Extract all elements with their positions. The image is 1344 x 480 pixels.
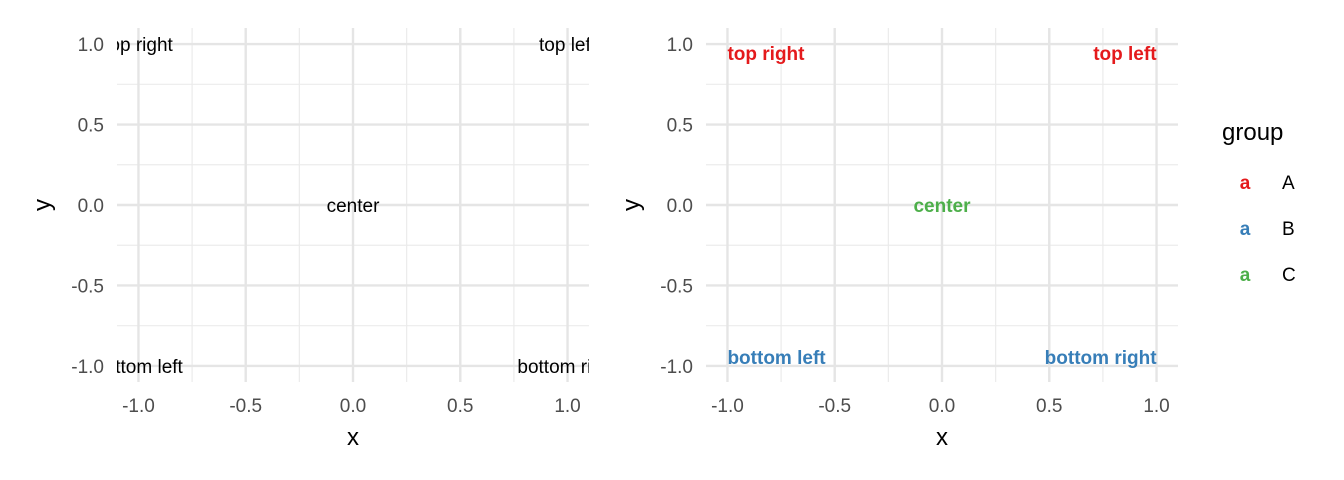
legend-key: a xyxy=(1240,173,1251,194)
y-tick-label: -1.0 xyxy=(71,357,104,378)
point-label: top left xyxy=(1093,44,1157,65)
point-label: bottom left xyxy=(94,357,183,378)
point-label: bottom right xyxy=(1045,348,1158,369)
legend-label: A xyxy=(1282,173,1295,194)
panel-1-plot-area: top right top left center bottom left bottom… xyxy=(94,28,618,382)
x-tick-label: 0.0 xyxy=(929,396,955,417)
panel-1-text-labels: top right top left center bottom left bottom… xyxy=(94,35,618,378)
legend-key: a xyxy=(1240,219,1251,240)
panel-2-text-labels: top right top left center bottom left bottom… xyxy=(727,44,1157,369)
x-tick-label: 1.0 xyxy=(1143,396,1169,417)
panel-2-x-tick-labels: -1.0 -0.5 0.0 0.5 1.0 xyxy=(711,396,1170,417)
y-tick-label: 0.5 xyxy=(78,116,104,137)
legend-label: C xyxy=(1282,265,1296,286)
y-tick-label: -1.0 xyxy=(660,357,693,378)
x-tick-label: 0.5 xyxy=(1036,396,1062,417)
point-label: bottom left xyxy=(727,348,826,369)
point-label: bottom right xyxy=(517,357,618,378)
point-label: top right xyxy=(104,35,173,56)
panel-2: top right top left center bottom left bottom… xyxy=(618,28,1178,451)
point-label: center xyxy=(913,196,971,217)
panel-1-y-axis-title: y xyxy=(29,199,56,211)
y-tick-label: 0.0 xyxy=(78,196,104,217)
panel-1-y-tick-labels: 1.0 0.5 0.0 -0.5 -1.0 xyxy=(71,35,104,378)
point-label: center xyxy=(327,196,380,217)
legend: group a Aa Ba C xyxy=(1222,119,1296,286)
x-tick-label: -1.0 xyxy=(711,396,744,417)
point-label: top right xyxy=(727,44,805,65)
y-tick-label: 1.0 xyxy=(78,35,104,56)
point-label: top left xyxy=(539,35,597,56)
panel-2-major-gridlines xyxy=(706,28,1178,382)
panel-1: top right top left center bottom left bottom… xyxy=(29,28,618,451)
y-tick-label: 0.5 xyxy=(667,116,693,137)
y-tick-label: -0.5 xyxy=(71,276,104,297)
x-tick-label: 0.0 xyxy=(340,396,366,417)
x-tick-label: 0.5 xyxy=(447,396,473,417)
panel-2-y-tick-labels: 1.0 0.5 0.0 -0.5 -1.0 xyxy=(660,35,693,378)
legend-title: group xyxy=(1222,119,1283,146)
x-tick-label: -0.5 xyxy=(818,396,851,417)
x-tick-label: -0.5 xyxy=(229,396,262,417)
legend-label: B xyxy=(1282,219,1295,240)
legend-key: a xyxy=(1240,265,1251,286)
panel-1-major-gridlines xyxy=(117,28,589,382)
x-tick-label: 1.0 xyxy=(554,396,580,417)
panel-2-x-axis-title: x xyxy=(936,424,948,451)
y-tick-label: 1.0 xyxy=(667,35,693,56)
y-tick-label: 0.0 xyxy=(667,196,693,217)
panel-1-x-axis-title: x xyxy=(347,424,359,451)
y-tick-label: -0.5 xyxy=(660,276,693,297)
panel-1-x-tick-labels: -1.0 -0.5 0.0 0.5 1.0 xyxy=(122,396,581,417)
panel-2-plot-area: top right top left center bottom left bottom… xyxy=(706,28,1178,382)
legend-entries: a Aa Ba C xyxy=(1240,173,1296,286)
panel-2-y-axis-title: y xyxy=(618,199,645,211)
x-tick-label: -1.0 xyxy=(122,396,155,417)
